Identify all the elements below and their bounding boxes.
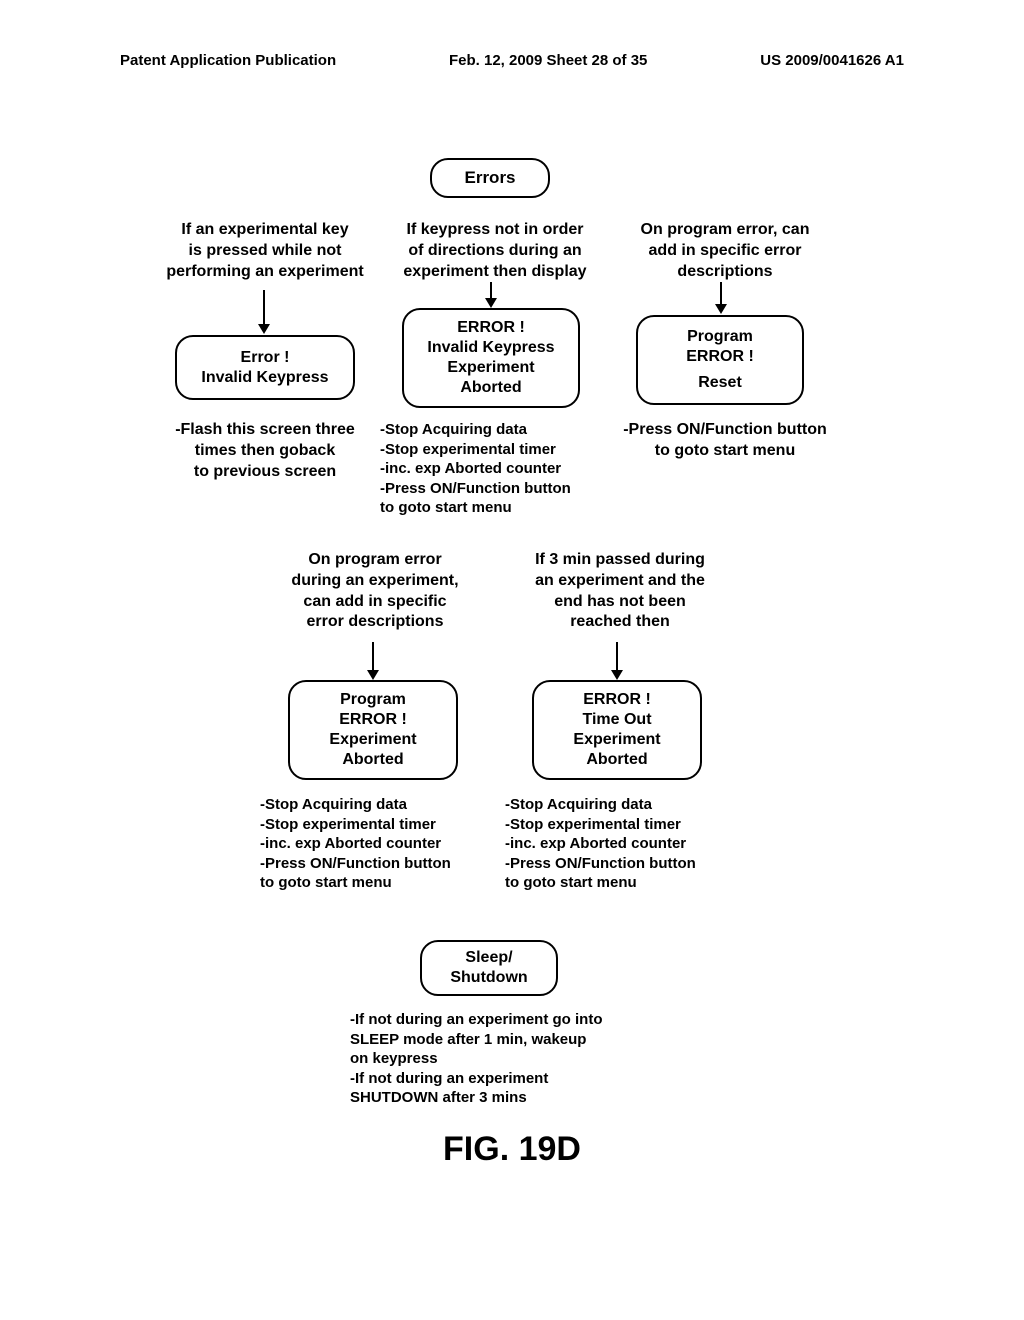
caption-c3_top: On program error, canadd in specific err… [620,220,830,282]
node-err1_box: Error !Invalid Keypress [175,335,355,400]
caption-c1_bot: -Flash this screen threetimes then gobac… [160,420,370,482]
header-center: Feb. 12, 2009 Sheet 28 of 35 [449,52,647,69]
arrow-a4 [372,642,374,678]
node-err4_box: ProgramERROR !ExperimentAborted [288,680,458,780]
caption-c5_bot: -Stop Acquiring data-Stop experimental t… [505,795,735,893]
arrow-a5 [616,642,618,678]
page-header: Patent Application Publication Feb. 12, … [0,52,1024,69]
caption-sleep_bot: -If not during an experiment go into SLE… [350,1010,670,1108]
node-sleep_box: Sleep/Shutdown [420,940,558,996]
caption-c1_top: If an experimental keyis pressed while n… [150,220,380,282]
arrow-a1 [263,290,265,332]
header-right: US 2009/0041626 A1 [760,52,904,69]
node-err2_box: ERROR !Invalid KeypressExperimentAborted [402,308,580,408]
caption-c4_top: On program errorduring an experiment,can… [275,550,475,633]
caption-c5_top: If 3 min passed duringan experiment and … [520,550,720,633]
arrow-a3 [720,282,722,312]
caption-c2_top: If keypress not in orderof directions du… [390,220,600,282]
node-err3_box: ProgramERROR !Reset [636,315,804,405]
caption-c4_bot: -Stop Acquiring data-Stop experimental t… [260,795,490,893]
node-err5_box: ERROR !Time OutExperimentAborted [532,680,702,780]
figure-label: FIG. 19D [443,1130,581,1169]
caption-c3_bot: -Press ON/Function buttonto goto start m… [610,420,840,462]
caption-c2_bot: -Stop Acquiring data-Stop experimental t… [380,420,610,518]
header-left: Patent Application Publication [120,52,336,69]
arrow-a2 [490,282,492,306]
node-errors: Errors [430,158,550,198]
